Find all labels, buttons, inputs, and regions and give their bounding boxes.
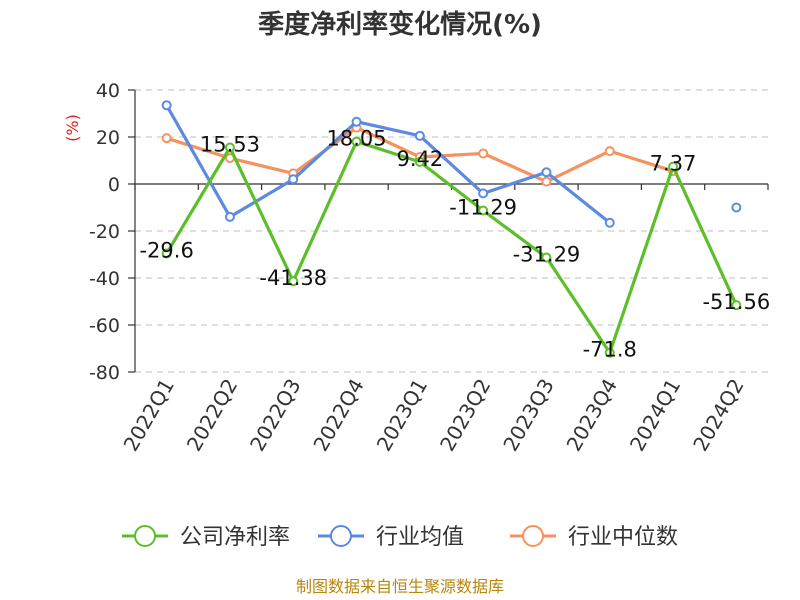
series-layer	[161, 100, 742, 358]
data-point	[288, 174, 299, 185]
legend-marker	[330, 525, 352, 547]
data-point	[604, 347, 615, 358]
data-point	[731, 300, 742, 311]
data-point	[541, 176, 552, 187]
y-tick-label: 0	[108, 174, 120, 196]
data-point	[541, 252, 552, 263]
y-axis-ticks: 40 20 0 -20 -40 -60 -80	[89, 80, 135, 384]
data-point	[604, 217, 615, 228]
series-line	[165, 104, 611, 225]
data-point	[351, 136, 362, 147]
data-label: -71.8	[583, 338, 637, 362]
data-point	[351, 116, 362, 127]
data-point	[478, 205, 489, 216]
x-tick-label: 2024Q1	[625, 375, 685, 456]
y-tick-label: -20	[89, 221, 120, 243]
data-label: 18.05	[326, 127, 386, 151]
x-tick-label: 2023Q1	[372, 375, 432, 456]
data-point	[224, 211, 235, 222]
x-tick-label: 2022Q1	[119, 375, 179, 456]
y-axis-label: (%)	[63, 114, 82, 142]
x-tick-label: 2022Q2	[182, 375, 242, 456]
data-point	[478, 188, 489, 199]
data-point	[414, 130, 425, 141]
x-axis-ticks: 2022Q1 2022Q2 2022Q3 2022Q4 2023Q1 2023Q2 2023…	[119, 375, 749, 456]
legend-label: 行业中位数	[568, 525, 678, 550]
data-labels: -29.6 15.53 -41.38 18.05 9.42 -11.29 -31.29 -71…	[139, 127, 770, 362]
chart-title: 季度净利率变化情况(%)	[258, 9, 542, 40]
data-label: 7.37	[650, 152, 697, 176]
series-line	[165, 139, 738, 355]
data-label: -29.6	[139, 239, 193, 263]
legend-marker	[522, 525, 544, 547]
y-tick-label: -60	[89, 315, 120, 337]
data-label: -11.29	[449, 196, 517, 220]
x-tick-label: 2024Q2	[688, 375, 748, 456]
x-tick-label: 2022Q4	[308, 375, 368, 456]
data-point	[161, 100, 172, 111]
data-point	[478, 148, 489, 159]
data-label: -41.38	[259, 266, 327, 290]
data-point	[668, 161, 679, 172]
y-tick-label: -80	[89, 362, 120, 384]
data-point	[604, 146, 615, 157]
data-point	[161, 248, 172, 259]
data-point	[224, 142, 235, 153]
data-label: 15.53	[200, 133, 260, 157]
data-point	[541, 167, 552, 178]
legend: 公司净利率 行业均值 行业中位数	[122, 525, 678, 550]
data-point	[414, 156, 425, 167]
data-label: -51.56	[702, 290, 770, 314]
data-point	[731, 202, 742, 213]
legend-label: 行业均值	[376, 525, 464, 550]
data-point	[161, 133, 172, 144]
y-tick-label: -40	[89, 268, 120, 290]
data-label: -31.29	[513, 243, 581, 267]
legend-marker	[134, 525, 156, 547]
y-tick-label: 20	[96, 127, 120, 149]
x-tick-label: 2023Q3	[498, 375, 558, 456]
source-note: 制图数据来自恒生聚源数据库	[296, 577, 504, 596]
data-label: 9.42	[396, 147, 443, 171]
data-point	[288, 276, 299, 287]
x-tick-label: 2023Q4	[562, 375, 622, 456]
y-tick-label: 40	[96, 80, 120, 102]
x-tick-label: 2022Q3	[245, 375, 305, 456]
legend-label: 公司净利率	[180, 525, 290, 550]
x-tick-label: 2023Q2	[435, 375, 495, 456]
